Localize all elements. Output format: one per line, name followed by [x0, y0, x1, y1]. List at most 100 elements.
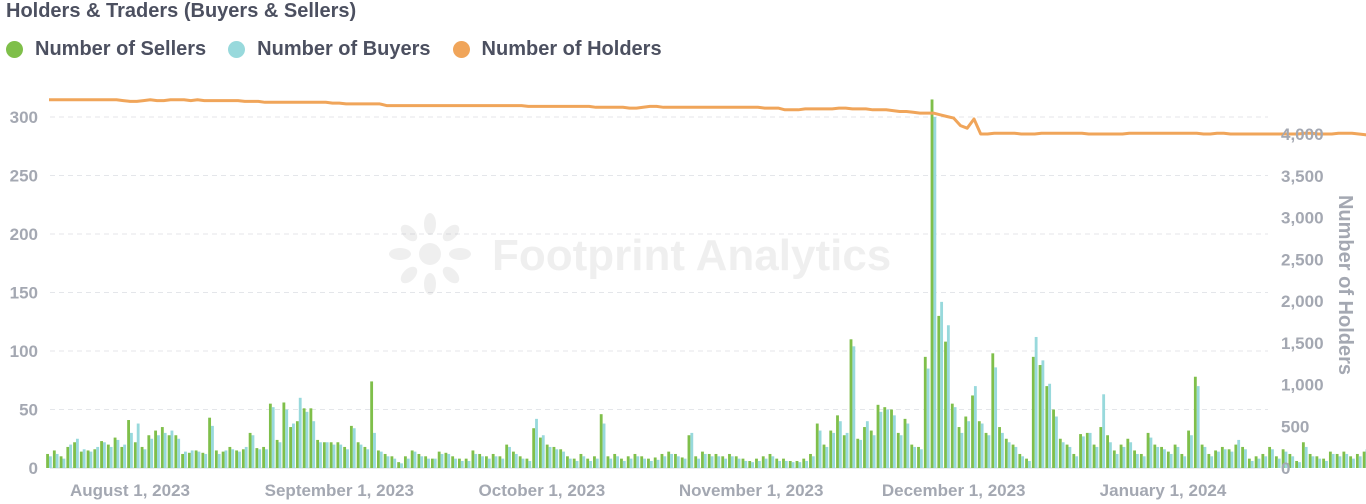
buyer-bar: [406, 458, 410, 468]
legend-item-sellers[interactable]: Number of Sellers: [6, 38, 206, 61]
buyer-bar: [568, 458, 572, 468]
left-tick-label: 50: [19, 401, 38, 420]
buyer-bar: [440, 453, 444, 468]
buyer-bar: [305, 411, 309, 468]
seller-bar: [255, 448, 259, 468]
buyer-bar: [1203, 446, 1207, 468]
buyer-bar: [987, 435, 991, 468]
buyer-bar: [109, 446, 113, 468]
seller-bar: [390, 456, 394, 468]
seller-bar: [748, 460, 752, 468]
seller-bar: [910, 444, 914, 468]
watermark-logo-icon: [389, 213, 471, 295]
seller-bar: [1106, 435, 1109, 468]
buyer-bar: [379, 451, 383, 468]
seller-bar: [903, 418, 907, 468]
buyer-bar: [1325, 460, 1328, 468]
buyer-bar: [629, 458, 633, 468]
buyer-bar: [764, 458, 768, 468]
buyer-bar: [973, 386, 977, 468]
seller-bar: [1099, 427, 1103, 468]
buyer-bar: [1264, 456, 1268, 468]
buyer-bar: [616, 456, 619, 468]
seller-bar: [883, 407, 887, 468]
seller-bar: [512, 451, 515, 468]
seller-bar: [707, 453, 711, 468]
buyer-bar: [163, 432, 167, 468]
buyer-bar: [1014, 446, 1018, 468]
buyer-bar: [1331, 453, 1335, 468]
buyer-bar: [75, 438, 79, 468]
seller-bar: [1126, 438, 1130, 468]
seller-bar: [593, 456, 596, 468]
seller-bar: [201, 452, 205, 468]
seller-bar: [1362, 451, 1366, 468]
buyer-bar: [1169, 453, 1173, 468]
buyer-bar: [940, 301, 944, 468]
buyer-bar: [1129, 442, 1133, 468]
seller-bar: [187, 452, 191, 468]
right-axis-title: Number of Holders: [1334, 195, 1356, 375]
seller-bar: [606, 456, 610, 468]
buyer-bar: [102, 442, 106, 468]
left-tick-label: 150: [10, 284, 38, 303]
legend-item-buyers[interactable]: Number of Buyers: [228, 38, 431, 61]
buyer-bar: [1068, 446, 1072, 468]
seller-bar: [1133, 450, 1136, 468]
seller-bar: [1355, 453, 1359, 468]
grid-lines: [50, 116, 1268, 469]
buyer-bar: [1122, 446, 1126, 468]
buyer-bar: [562, 451, 565, 468]
buyer-bar: [1027, 460, 1031, 468]
buyer-bar: [933, 117, 937, 468]
legend-label-holders: Number of Holders: [481, 38, 662, 60]
buyer-bar: [602, 423, 606, 468]
buyer-bar: [501, 458, 505, 468]
buyer-bar: [1156, 446, 1160, 468]
seller-bar: [343, 446, 347, 468]
buyer-bar: [251, 435, 255, 468]
buyer-bar: [359, 444, 363, 468]
seller-bar: [295, 421, 299, 468]
buyer-bar: [994, 367, 998, 468]
seller-bar: [1173, 444, 1177, 468]
buyer-bar: [1149, 437, 1153, 468]
buyer-bar: [244, 446, 248, 468]
seller-bar: [268, 403, 272, 468]
buyer-bar: [346, 449, 349, 468]
seller-bar: [822, 444, 826, 468]
seller-bar: [356, 442, 360, 468]
seller-bar: [46, 453, 49, 468]
buyer-bar: [373, 432, 376, 468]
legend-item-holders[interactable]: Number of Holders: [452, 38, 662, 61]
seller-bar: [761, 456, 765, 468]
buyer-bar: [872, 435, 876, 468]
legend-dot-sellers: [6, 41, 23, 58]
seller-bar: [566, 456, 569, 468]
buyer-bar: [541, 435, 545, 468]
holders-line: [49, 98, 1366, 137]
right-tick-label: 3,500: [1281, 167, 1324, 186]
seller-bar: [1045, 386, 1049, 468]
buyer-bar: [595, 458, 599, 468]
right-tick-label: 0: [1281, 459, 1290, 478]
seller-bar: [917, 446, 920, 468]
legend-dot-buyers: [228, 41, 246, 58]
buyer-bar: [730, 456, 734, 468]
buyer-bar: [589, 460, 592, 468]
buyer-bar: [238, 451, 241, 468]
seller-bar: [59, 456, 63, 468]
seller-bar: [1274, 456, 1278, 468]
x-axis: August 1, 2023 September 1, 2023 October 1…: [70, 481, 1227, 500]
seller-bar: [964, 416, 968, 468]
seller-bar: [302, 408, 306, 468]
seller-bar: [241, 449, 245, 468]
seller-bar: [1085, 432, 1089, 468]
right-tick-label: 2,000: [1281, 292, 1324, 311]
seller-bar: [998, 427, 1001, 468]
seller-bar: [485, 456, 488, 468]
seller-bar: [248, 432, 252, 468]
buyer-bar: [82, 449, 86, 468]
buyer-bar: [494, 456, 498, 468]
